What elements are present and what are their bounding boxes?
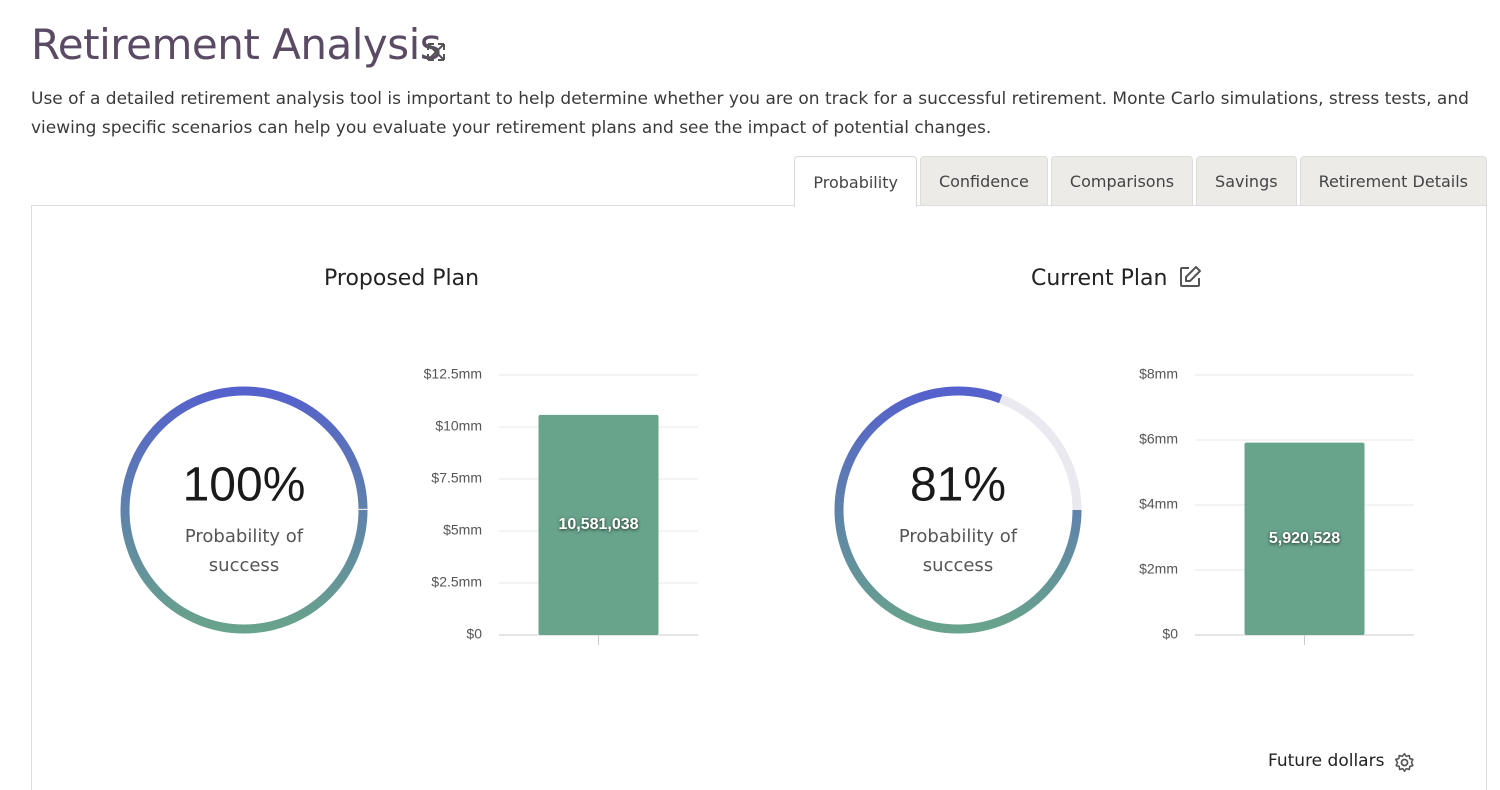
bar-value-label: 5,920,528 (1269, 530, 1340, 547)
gauge-value: 100% (183, 459, 306, 512)
gauge-arc (834, 386, 1082, 634)
tab[interactable]: Confidence (919, 156, 1048, 205)
y-tick-label: $2mm (1139, 561, 1178, 577)
tab[interactable]: Comparisons (1050, 156, 1194, 205)
gauge-caption: Probability of success (898, 526, 1018, 576)
y-tick-label: $10mm (435, 418, 482, 434)
tab[interactable]: Probability (794, 156, 917, 207)
y-tick-label: $4mm (1139, 496, 1178, 512)
bar (1244, 442, 1365, 635)
bar (538, 414, 659, 635)
tab[interactable]: Savings (1196, 156, 1297, 205)
y-tick-label: $5mm (443, 522, 482, 538)
edit-icon[interactable] (1178, 265, 1202, 289)
section-title: Proposed Plan (324, 266, 480, 291)
tab[interactable]: Retirement Details (1299, 156, 1487, 205)
gauge-caption: Probability of success (184, 526, 304, 576)
description: Use of a detailed retirement analysis to… (31, 89, 1469, 138)
tab-bar: Probability Confidence Comparisons Savings R… (794, 156, 1487, 207)
y-tick-label: $0 (466, 626, 482, 642)
y-tick-label: $6mm (1139, 431, 1178, 447)
y-tick-label: $8mm (1139, 366, 1178, 382)
settings-icon[interactable] (1394, 752, 1415, 773)
gauge-value: 81% (910, 459, 1006, 512)
y-tick-label: $12.5mm (424, 366, 482, 382)
y-tick-label: $7.5mm (431, 470, 482, 486)
y-tick-label: $2.5mm (431, 574, 482, 590)
section-title: Current Plan (1031, 266, 1168, 291)
panel (31, 205, 1487, 790)
y-tick-label: $0 (1162, 626, 1178, 642)
expand-icon[interactable] (425, 41, 447, 63)
bar-value-label: 10,581,038 (558, 516, 638, 533)
dollar-mode[interactable]: Future dollars (1268, 751, 1385, 771)
page-title: Retirement Analysis (31, 20, 442, 69)
gauge-arc (120, 386, 368, 634)
